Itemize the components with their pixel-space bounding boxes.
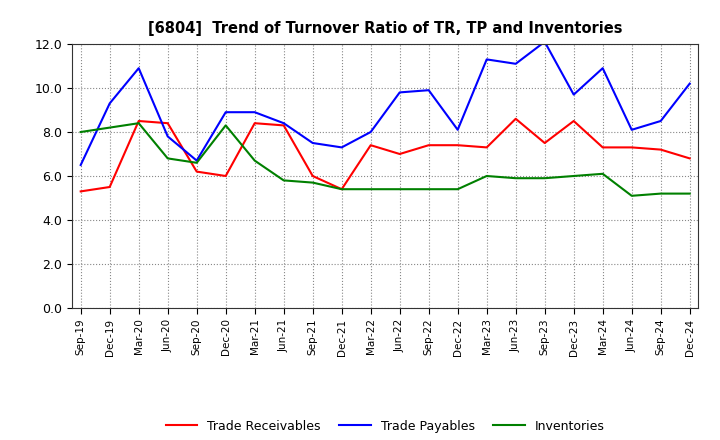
Trade Payables (395, 90, 404, 95)
Trade Payables (657, 118, 665, 124)
Trade Receivables (424, 143, 433, 148)
Inventories (105, 125, 114, 130)
Inventories (338, 187, 346, 192)
Trade Receivables (482, 145, 491, 150)
Trade Payables (163, 134, 172, 139)
Inventories (308, 180, 317, 185)
Trade Receivables (657, 147, 665, 152)
Trade Payables (511, 61, 520, 66)
Trade Receivables (366, 143, 375, 148)
Trade Receivables (511, 116, 520, 121)
Line: Inventories: Inventories (81, 123, 690, 196)
Inventories (657, 191, 665, 196)
Trade Payables (570, 92, 578, 97)
Inventories (541, 176, 549, 181)
Inventories (570, 173, 578, 179)
Inventories (163, 156, 172, 161)
Trade Payables (308, 140, 317, 146)
Trade Payables (279, 121, 288, 126)
Trade Payables (541, 39, 549, 44)
Trade Payables (454, 127, 462, 132)
Trade Receivables (454, 143, 462, 148)
Inventories (482, 173, 491, 179)
Inventories (424, 187, 433, 192)
Trade Payables (192, 158, 201, 163)
Trade Payables (135, 66, 143, 71)
Line: Trade Receivables: Trade Receivables (81, 119, 690, 191)
Trade Receivables (598, 145, 607, 150)
Inventories (221, 123, 230, 128)
Line: Trade Payables: Trade Payables (81, 42, 690, 165)
Inventories (192, 160, 201, 165)
Trade Receivables (105, 184, 114, 190)
Trade Payables (221, 110, 230, 115)
Trade Payables (685, 81, 694, 86)
Inventories (454, 187, 462, 192)
Inventories (76, 129, 85, 135)
Inventories (598, 171, 607, 176)
Trade Receivables (279, 123, 288, 128)
Trade Receivables (395, 151, 404, 157)
Inventories (135, 121, 143, 126)
Inventories (279, 178, 288, 183)
Trade Receivables (192, 169, 201, 174)
Trade Payables (338, 145, 346, 150)
Trade Payables (627, 127, 636, 132)
Inventories (366, 187, 375, 192)
Trade Receivables (570, 118, 578, 124)
Legend: Trade Receivables, Trade Payables, Inventories: Trade Receivables, Trade Payables, Inven… (161, 414, 610, 437)
Trade Payables (482, 57, 491, 62)
Trade Payables (424, 88, 433, 93)
Trade Payables (366, 129, 375, 135)
Inventories (511, 176, 520, 181)
Inventories (251, 158, 259, 163)
Trade Payables (105, 101, 114, 106)
Trade Payables (598, 66, 607, 71)
Trade Payables (251, 110, 259, 115)
Inventories (395, 187, 404, 192)
Trade Receivables (76, 189, 85, 194)
Inventories (685, 191, 694, 196)
Trade Payables (76, 162, 85, 168)
Trade Receivables (685, 156, 694, 161)
Trade Receivables (251, 121, 259, 126)
Trade Receivables (338, 187, 346, 192)
Trade Receivables (627, 145, 636, 150)
Trade Receivables (163, 121, 172, 126)
Trade Receivables (541, 140, 549, 146)
Trade Receivables (308, 173, 317, 179)
Title: [6804]  Trend of Turnover Ratio of TR, TP and Inventories: [6804] Trend of Turnover Ratio of TR, TP… (148, 21, 623, 36)
Inventories (627, 193, 636, 198)
Trade Receivables (221, 173, 230, 179)
Trade Receivables (135, 118, 143, 124)
